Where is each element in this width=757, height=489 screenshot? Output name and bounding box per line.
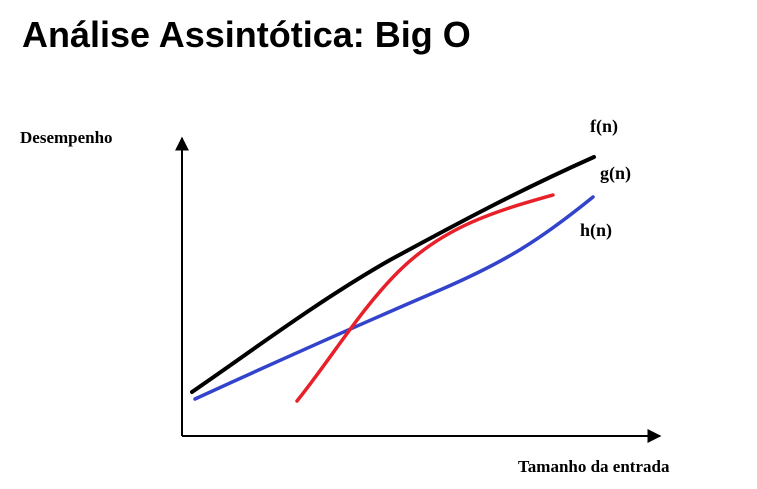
y-axis-label: Desempenho xyxy=(20,128,113,147)
curve-f-label: f(n) xyxy=(590,116,618,137)
curve-h xyxy=(193,195,595,401)
curve-f xyxy=(190,155,596,394)
curve-g-label: g(n) xyxy=(600,163,631,184)
x-axis-label: Tamanho da entrada xyxy=(518,457,670,476)
curve-g xyxy=(295,193,555,403)
curve-h-label: h(n) xyxy=(580,220,612,241)
slide-title: Análise Assintótica: Big O xyxy=(22,14,471,55)
